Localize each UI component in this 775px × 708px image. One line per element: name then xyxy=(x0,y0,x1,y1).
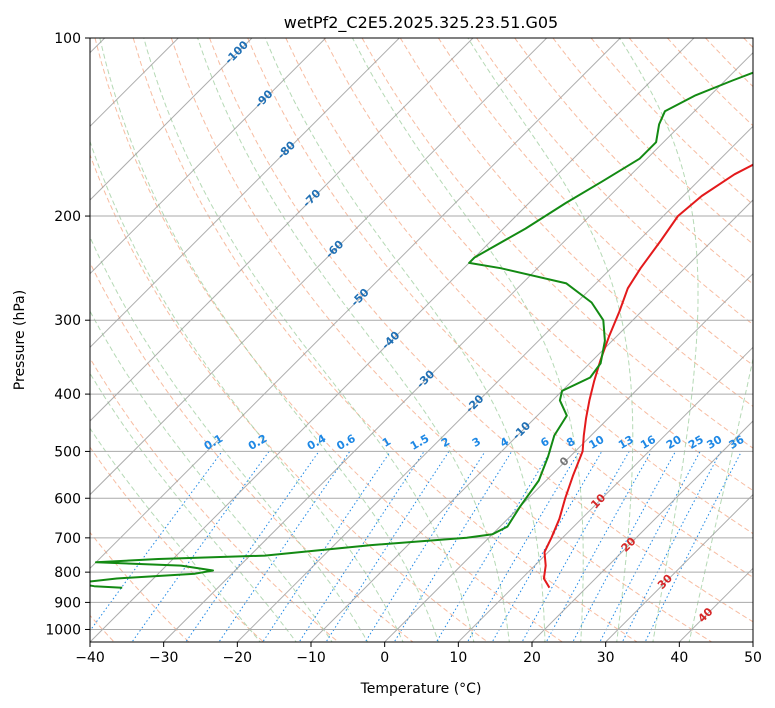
mixing-ratio-line xyxy=(90,451,223,632)
x-tick-label: 50 xyxy=(744,650,762,666)
isotherm-line xyxy=(90,38,548,496)
chart-title: wetPf2_C2E5.2025.325.23.51.G05 xyxy=(284,13,558,33)
moist-adiabat-line xyxy=(90,372,297,642)
dewpoint-profile-line xyxy=(90,71,753,589)
temperature-profile-line xyxy=(542,163,753,589)
isotherm-line xyxy=(90,38,327,275)
y-axis: 100 200 300 400 500 600 700 800 900 1000 xyxy=(45,31,90,638)
y-tick-label: 300 xyxy=(54,313,81,329)
isotherm-line xyxy=(90,38,400,349)
y-tick-label: 800 xyxy=(54,565,81,581)
x-axis: −40 −30 −20 −10 0 10 20 30 40 50 xyxy=(75,642,762,666)
isotherm-line xyxy=(236,125,753,642)
mixing-ratio-line xyxy=(545,451,652,642)
x-tick-label: −10 xyxy=(296,650,326,666)
mixing-ratio-line xyxy=(218,451,351,642)
y-axis-title: Pressure (hPa) xyxy=(12,290,28,390)
mixing-ratio-line xyxy=(572,451,676,642)
isotherm-line xyxy=(90,38,695,642)
isotherm-line xyxy=(90,38,474,422)
isotherm-line xyxy=(310,199,753,642)
mixing-ratio-line xyxy=(435,451,552,642)
mixing-ratio-line xyxy=(185,451,320,642)
dry-adiabat-line xyxy=(285,38,753,535)
dry-adiabat-line xyxy=(247,38,753,578)
x-tick-label: 40 xyxy=(670,650,688,666)
isotherm-line xyxy=(90,38,621,570)
x-tick-label: −40 xyxy=(75,650,105,666)
x-tick-label: −30 xyxy=(149,650,179,666)
isotherm-line xyxy=(531,420,753,642)
isotherm-line xyxy=(604,493,753,642)
dry-adiabat-line xyxy=(209,38,753,623)
x-tick-label: 10 xyxy=(449,650,467,666)
mixing-ratio-line xyxy=(599,451,701,642)
y-tick-label: 700 xyxy=(54,531,81,547)
mixing-ratio-line xyxy=(466,451,580,642)
y-tick-label: 1000 xyxy=(45,622,81,638)
mixing-ratio-line xyxy=(393,451,513,642)
x-axis-title: Temperature (°C) xyxy=(360,681,482,697)
x-tick-label: 0 xyxy=(380,650,389,666)
mixing-ratio-line xyxy=(364,451,486,642)
y-tick-label: 900 xyxy=(54,595,81,611)
plot-frame xyxy=(89,37,754,643)
profiles xyxy=(90,71,753,589)
isotherm-line xyxy=(90,38,253,201)
x-tick-label: −20 xyxy=(223,650,253,666)
isotherm-line xyxy=(457,346,753,642)
y-tick-label: 500 xyxy=(54,444,81,460)
x-tick-label: 30 xyxy=(597,650,615,666)
mixing-ratio-line xyxy=(621,451,722,642)
mixing-ratio-line xyxy=(325,451,450,642)
x-tick-label: 20 xyxy=(523,650,541,666)
y-tick-label: 600 xyxy=(54,491,81,507)
mixing-ratio-line xyxy=(262,451,391,642)
y-tick-label: 400 xyxy=(54,387,81,403)
isotherm-line xyxy=(162,51,753,642)
y-tick-label: 100 xyxy=(54,31,81,47)
moist-adiabat-line xyxy=(90,427,261,642)
dry-adiabat-line xyxy=(132,38,638,642)
mixing-ratio-line xyxy=(298,451,425,642)
isotherm-line xyxy=(383,272,753,642)
dry-adiabat-line xyxy=(323,38,753,492)
y-tick-label: 200 xyxy=(54,209,81,225)
